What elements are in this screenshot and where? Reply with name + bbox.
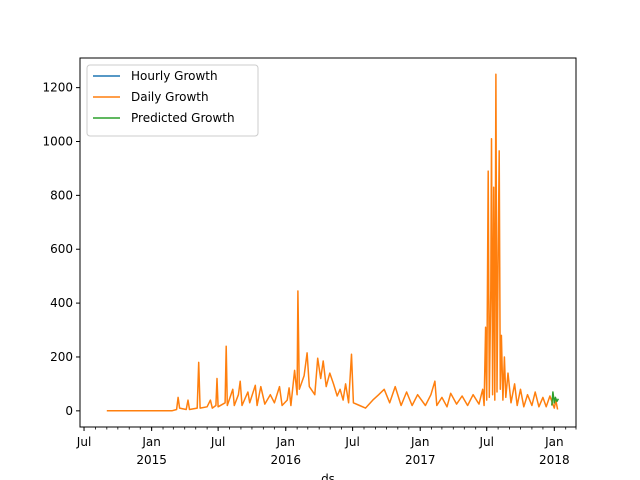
legend-label: Hourly Growth [131, 69, 218, 83]
legend-label: Predicted Growth [131, 111, 235, 125]
x-tick-year-label: 2017 [405, 453, 436, 467]
series-line-predicted-growth [551, 391, 560, 406]
y-axis: 0 200 400 600 800 1000 1200 [42, 81, 80, 418]
plot-frame [79, 57, 577, 428]
x-tick-label: Jan [275, 435, 295, 449]
y-tick-label: 400 [50, 296, 73, 310]
legend: Hourly Growth Daily Growth Predicted Growt… [86, 64, 259, 137]
y-tick-label: 1200 [42, 81, 73, 95]
y-tick-label: 600 [50, 242, 73, 256]
y-tick-label: 200 [50, 350, 73, 364]
x-axis: Jul Jan 2015 Jul Jan 2016 Jul Jan 2017 Jul Jan 2018 [76, 427, 577, 467]
x-tick-label: Jul [210, 435, 225, 449]
x-tick-label: Jul [76, 435, 91, 449]
x-axis-label: ds [321, 472, 335, 480]
y-tick-label: 0 [65, 404, 73, 418]
x-tick-year-label: 2016 [270, 453, 301, 467]
x-tick-year-label: 2015 [136, 453, 167, 467]
x-tick-label: Jan [544, 435, 564, 449]
x-tick-label: Jan [141, 435, 161, 449]
x-tick-label: Jan [410, 435, 430, 449]
series-line-daily-growth [106, 73, 559, 412]
legend-box [86, 64, 259, 137]
y-tick-label: 1000 [42, 134, 73, 148]
series-layer [106, 73, 560, 412]
x-tick-label: Jul [478, 435, 493, 449]
legend-label: Daily Growth [131, 90, 209, 104]
x-tick-year-label: 2018 [539, 453, 570, 467]
y-tick-label: 800 [50, 188, 73, 202]
x-tick-label: Jul [344, 435, 359, 449]
